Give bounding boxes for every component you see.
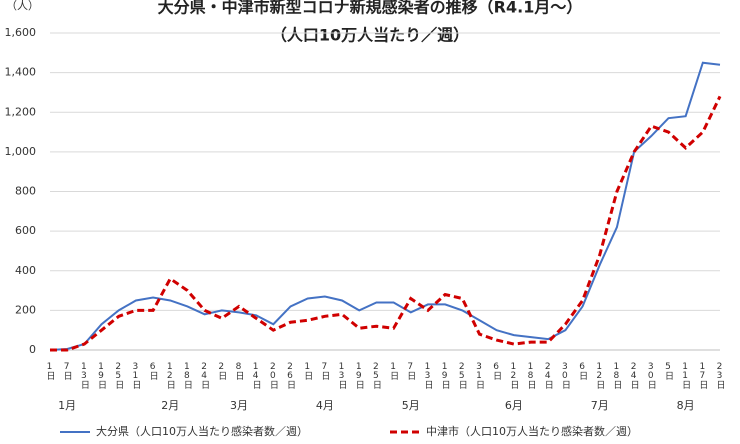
x-tick-label: 7日 <box>405 362 415 380</box>
x-tick-label: 20日 <box>268 362 278 389</box>
month-label: 3月 <box>230 399 248 412</box>
x-tick-label: 30日 <box>560 362 570 389</box>
x-tick-label: 23日 <box>715 362 725 389</box>
x-tick-label: 24日 <box>199 362 209 389</box>
month-label: 6月 <box>505 399 523 412</box>
x-tick-label: 12日 <box>165 362 175 389</box>
x-tick-label: 18日 <box>182 362 192 389</box>
x-tick-label: 7日 <box>319 362 329 380</box>
series-line <box>49 61 721 351</box>
x-tick-label: 6日 <box>148 362 158 380</box>
x-tick-label: 18日 <box>526 362 536 389</box>
x-tick-label: 5日 <box>663 362 673 380</box>
chart-subtitle: （人口10万人当たり／週） <box>271 26 469 45</box>
x-tick-label: 13日 <box>422 362 432 389</box>
y-tick-label: 1,600 <box>5 26 37 39</box>
y-tick-label: 0 <box>29 343 36 356</box>
y-unit: （人） <box>6 0 39 12</box>
month-label: 4月 <box>316 399 334 412</box>
month-label: 8月 <box>677 399 695 412</box>
x-tick-label: 25日 <box>113 362 123 389</box>
y-tick-label: 1,200 <box>5 105 37 118</box>
x-tick-label: 30日 <box>646 362 656 389</box>
series-line <box>50 95 722 352</box>
x-tick-label: 18日 <box>611 362 621 389</box>
chart-title: 大分県・中津市新型コロナ新規感染者の推移（R4.1月〜） <box>158 0 583 17</box>
x-tick-label: 13日 <box>337 362 347 389</box>
month-label: 7月 <box>591 399 609 412</box>
y-tick-label: 1,000 <box>5 145 37 158</box>
month-label: 2月 <box>161 399 179 412</box>
y-tick-label: 200 <box>15 303 36 316</box>
x-tick-label: 13日 <box>79 362 89 389</box>
y-tick-label: 400 <box>15 264 36 277</box>
x-tick-label: 7日 <box>62 362 72 380</box>
x-tick-label: 19日 <box>354 362 364 389</box>
x-tick-label: 1日 <box>302 362 312 380</box>
x-tick-label: 12日 <box>508 362 518 389</box>
x-tick-label: 1日 <box>388 362 398 380</box>
x-tick-label: 2日 <box>216 362 226 380</box>
x-tick-label: 6日 <box>491 362 501 380</box>
x-tick-label: 11日 <box>680 362 690 389</box>
x-tick-label: 25日 <box>457 362 467 389</box>
legend-label: 中津市（人口10万人当たり感染者数／週） <box>426 424 638 438</box>
x-tick-label: 31日 <box>474 362 484 389</box>
month-label: 1月 <box>58 399 76 412</box>
x-tick-label: 1日 <box>45 362 55 380</box>
x-tick-label: 25日 <box>371 362 381 389</box>
x-tick-label: 8日 <box>233 362 243 380</box>
x-tick-label: 19日 <box>440 362 450 389</box>
y-tick-label: 800 <box>15 185 36 198</box>
y-tick-label: 1,400 <box>5 66 37 79</box>
x-tick-label: 6日 <box>577 362 587 380</box>
x-tick-label: 24日 <box>543 362 553 389</box>
x-tick-label: 17日 <box>697 362 707 389</box>
x-tick-label: 31日 <box>130 362 140 389</box>
y-tick-label: 600 <box>15 224 36 237</box>
x-tick-label: 14日 <box>251 362 261 389</box>
x-tick-label: 12日 <box>594 362 604 389</box>
month-label: 5月 <box>402 399 420 412</box>
x-tick-label: 26日 <box>285 362 295 389</box>
x-tick-label: 19日 <box>96 362 106 389</box>
legend-label: 大分県（人口10万人当たり感染者数／週） <box>96 424 308 438</box>
x-tick-label: 24日 <box>629 362 639 389</box>
